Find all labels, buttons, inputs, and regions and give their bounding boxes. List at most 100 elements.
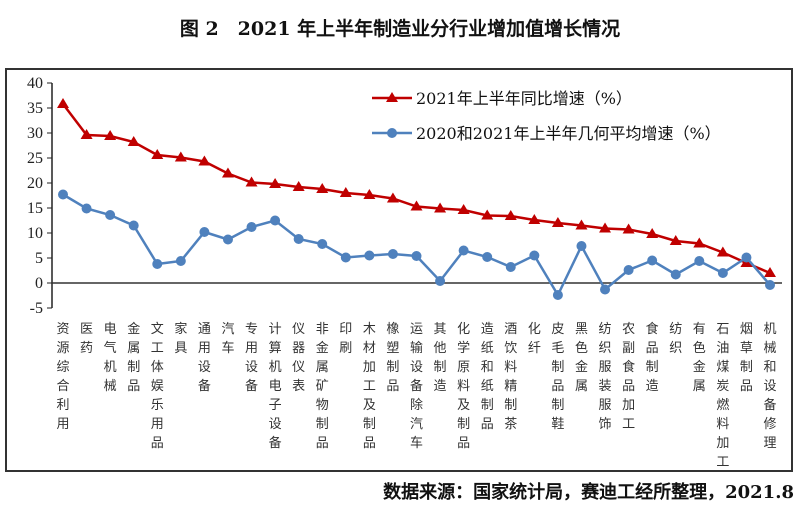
data-point <box>270 215 281 226</box>
category-label: 电气机械 <box>104 322 117 394</box>
category-label: 石油煤炭燃料加工 <box>716 322 729 470</box>
data-point <box>670 269 681 280</box>
category-label: 纺织 <box>669 322 682 356</box>
data-point <box>198 155 211 166</box>
category-label: 汽车 <box>221 322 234 356</box>
data-point <box>646 228 659 238</box>
data-point <box>317 239 328 249</box>
data-point <box>481 209 494 220</box>
data-point <box>316 183 329 193</box>
category-label: 造纸和纸制品 <box>481 322 494 432</box>
data-point <box>505 262 516 272</box>
y-tick-label: 5 <box>35 250 43 267</box>
data-point <box>104 130 117 140</box>
category-label: 皮毛制品制鞋 <box>551 322 564 432</box>
data-point <box>128 220 139 231</box>
y-tick-label: 10 <box>27 225 43 242</box>
category-label: 酒饮料精制茶 <box>504 322 517 432</box>
category-label: 橡塑制品 <box>386 322 399 394</box>
legend-label: 2021年上半年同比增速（%） <box>416 89 632 108</box>
category-label: 专用设备 <box>245 322 258 394</box>
data-point <box>151 149 164 159</box>
data-point <box>293 234 304 244</box>
category-label: 运输设备除汽车 <box>410 322 423 451</box>
data-point <box>458 245 469 256</box>
category-label: 食品制造 <box>646 321 659 394</box>
category-label: 有色金属 <box>693 322 706 394</box>
category-label: 仪器仪表 <box>292 322 305 394</box>
data-point <box>622 223 635 234</box>
data-point <box>246 222 257 232</box>
data-point <box>693 237 706 248</box>
data-point <box>716 246 729 257</box>
data-point <box>222 234 233 245</box>
y-tick-label: 25 <box>27 150 43 167</box>
data-point <box>600 284 611 295</box>
y-tick-label: 0 <box>35 275 43 292</box>
data-point <box>765 280 775 290</box>
chart-frame <box>5 68 793 472</box>
data-point <box>57 98 69 108</box>
legend-marker <box>386 92 398 102</box>
category-label: 通用设备 <box>198 322 211 394</box>
data-point <box>647 255 658 266</box>
category-label: 黑色金属 <box>575 322 588 394</box>
data-point <box>174 151 187 162</box>
category-label: 木材加工及制品 <box>363 322 376 451</box>
data-point <box>410 200 423 211</box>
data-point <box>127 136 140 146</box>
data-point <box>741 252 752 263</box>
data-point <box>504 210 517 220</box>
data-point <box>669 235 682 245</box>
data-point <box>81 203 92 214</box>
category-label: 金属制品 <box>127 321 140 394</box>
data-point <box>552 290 563 300</box>
category-label: 农副食品加工 <box>622 322 635 432</box>
data-point <box>764 267 776 277</box>
category-label: 非金属矿物制品 <box>316 322 329 451</box>
data-point <box>717 268 728 278</box>
y-tick-label: 40 <box>27 75 43 92</box>
category-label: 资源综合利用 <box>56 322 69 432</box>
data-point <box>199 227 210 237</box>
data-point <box>575 219 588 230</box>
category-label: 文工体娱乐用品 <box>151 322 164 451</box>
category-label: 其他制造 <box>434 322 447 394</box>
data-point <box>58 189 68 200</box>
data-point <box>152 259 163 269</box>
data-point <box>411 251 422 261</box>
y-tick-label: 35 <box>27 100 43 117</box>
data-point <box>339 187 352 197</box>
data-point <box>175 256 186 266</box>
legend-marker <box>387 128 397 138</box>
data-source: 数据来源：国家统计局，赛迪工经所整理，2021.8 <box>383 482 794 503</box>
y-tick-label: 15 <box>27 200 43 217</box>
legend-label: 2020和2021年上半年几何平均增速（%） <box>416 124 721 143</box>
data-point <box>528 214 541 224</box>
data-point <box>363 189 376 199</box>
data-point <box>434 202 447 213</box>
data-point <box>482 252 493 262</box>
category-label: 烟草制品 <box>740 322 753 394</box>
y-tick-label: 30 <box>27 125 43 142</box>
data-point <box>599 222 612 233</box>
data-point <box>435 276 446 286</box>
data-point <box>623 265 634 275</box>
data-point <box>529 250 540 261</box>
data-point <box>551 217 564 227</box>
data-point <box>364 250 375 261</box>
data-point <box>245 176 258 187</box>
category-label: 化学原料及制品 <box>457 322 470 451</box>
data-point <box>221 167 234 178</box>
data-point <box>387 249 398 259</box>
data-point <box>105 210 116 220</box>
data-point <box>457 204 470 214</box>
data-point <box>292 181 305 191</box>
data-point <box>269 178 282 188</box>
category-label: 纺织服装服饰 <box>599 322 612 432</box>
data-point <box>386 192 399 203</box>
category-label: 医药 <box>80 322 93 356</box>
category-label: 计算机电子设备 <box>269 322 282 451</box>
category-label: 家具 <box>174 321 187 356</box>
